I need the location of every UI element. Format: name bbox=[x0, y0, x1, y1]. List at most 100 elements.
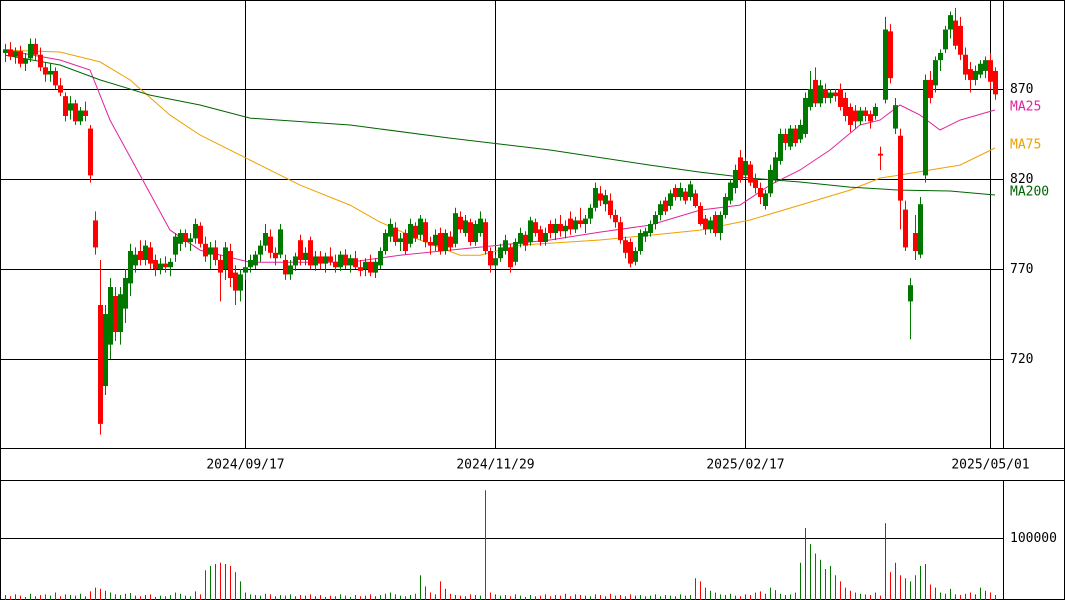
legend-label: MA200 bbox=[1010, 185, 1049, 200]
candle-body bbox=[178, 233, 183, 244]
candle-body bbox=[918, 204, 923, 255]
x-tick-label: 2025/02/17 bbox=[706, 458, 784, 473]
candle-body bbox=[218, 260, 223, 273]
candle-body bbox=[763, 193, 768, 206]
candle-body bbox=[673, 187, 678, 197]
candle-body bbox=[363, 261, 368, 270]
candle-body bbox=[13, 51, 18, 57]
candle-body bbox=[658, 204, 663, 215]
candle-body bbox=[253, 254, 258, 266]
candle-body bbox=[138, 251, 143, 261]
candle-body bbox=[338, 254, 343, 268]
candle-body bbox=[628, 242, 633, 264]
candle-body bbox=[248, 260, 253, 268]
candle-body bbox=[518, 233, 523, 244]
candle-body bbox=[183, 233, 188, 243]
candle-body bbox=[853, 110, 858, 122]
candle-body bbox=[883, 29, 888, 100]
candle-body bbox=[503, 240, 508, 252]
candle-body bbox=[58, 85, 63, 93]
candle-body bbox=[863, 110, 868, 116]
candle-body bbox=[713, 214, 718, 234]
candle-body bbox=[313, 256, 318, 266]
candle-body bbox=[498, 247, 503, 259]
candle-body bbox=[233, 272, 238, 291]
candle-body bbox=[493, 258, 498, 266]
candle-body bbox=[653, 214, 658, 224]
candle-body bbox=[598, 193, 603, 201]
candle-body bbox=[788, 128, 793, 147]
candle-body bbox=[613, 214, 618, 223]
candle-body bbox=[813, 79, 818, 104]
candle-body bbox=[728, 182, 733, 201]
candle-body bbox=[333, 261, 338, 268]
x-tick-label: 2025/05/01 bbox=[951, 458, 1029, 473]
candle-body bbox=[983, 60, 988, 71]
moving-average-line bbox=[4, 49, 996, 256]
candle-body bbox=[953, 20, 958, 46]
candle-body bbox=[993, 70, 998, 95]
candle-body bbox=[543, 233, 548, 243]
y-tick-label: 820 bbox=[1010, 172, 1033, 187]
candle-body bbox=[568, 218, 573, 230]
candle-body bbox=[113, 296, 118, 333]
candle-body bbox=[923, 79, 928, 176]
candle-body bbox=[583, 218, 588, 224]
candle-body bbox=[283, 260, 288, 275]
candle-body bbox=[288, 265, 293, 275]
candle-body bbox=[393, 227, 398, 243]
candle-body bbox=[608, 200, 613, 215]
candle-body bbox=[698, 205, 703, 224]
candle-body bbox=[693, 193, 698, 206]
candle-body bbox=[328, 256, 333, 262]
candle-body bbox=[353, 258, 358, 268]
candle-body bbox=[103, 314, 108, 387]
candle-body bbox=[298, 240, 303, 261]
candle-body bbox=[563, 225, 568, 232]
candle-body bbox=[523, 234, 528, 246]
candle-body bbox=[738, 157, 743, 179]
candle-body bbox=[68, 103, 73, 111]
candle-body bbox=[508, 247, 513, 268]
candle-body bbox=[463, 220, 468, 234]
candle-body bbox=[23, 58, 28, 64]
candle-body bbox=[643, 231, 648, 237]
candle-body bbox=[888, 31, 893, 79]
candle-body bbox=[533, 222, 538, 234]
candle-body bbox=[553, 224, 558, 234]
candle-body bbox=[973, 70, 978, 80]
candle-body bbox=[28, 43, 33, 59]
candle-body bbox=[933, 60, 938, 86]
moving-average-line bbox=[4, 49, 996, 263]
candle-body bbox=[188, 238, 193, 243]
candle-body bbox=[663, 200, 668, 212]
x-tick-label: 2024/09/17 bbox=[206, 458, 284, 473]
candle-body bbox=[818, 85, 823, 104]
candle-body bbox=[53, 70, 58, 86]
candle-body bbox=[78, 110, 83, 122]
candle-body bbox=[483, 222, 488, 252]
candle-body bbox=[123, 278, 128, 309]
candle-body bbox=[238, 274, 243, 291]
candle-body bbox=[203, 243, 208, 257]
candle-body bbox=[678, 187, 683, 197]
candle-body bbox=[348, 258, 353, 266]
y-tick-label: 870 bbox=[1010, 82, 1033, 97]
candle-body bbox=[823, 88, 828, 98]
candle-body bbox=[223, 247, 228, 270]
candle-body bbox=[703, 218, 708, 230]
candle-body bbox=[273, 252, 278, 259]
candle-body bbox=[588, 207, 593, 219]
candle-body bbox=[578, 220, 583, 224]
candle-body bbox=[448, 236, 453, 248]
candle-body bbox=[538, 229, 543, 243]
y-tick-label: 100000 bbox=[1010, 531, 1057, 546]
candle-body bbox=[108, 287, 113, 345]
candle-body bbox=[213, 247, 218, 261]
candle-body bbox=[848, 106, 853, 125]
candle-body bbox=[688, 184, 693, 197]
candle-body bbox=[83, 110, 88, 116]
candle-body bbox=[903, 209, 908, 248]
candle-body bbox=[488, 251, 493, 266]
candle-body bbox=[428, 242, 433, 246]
